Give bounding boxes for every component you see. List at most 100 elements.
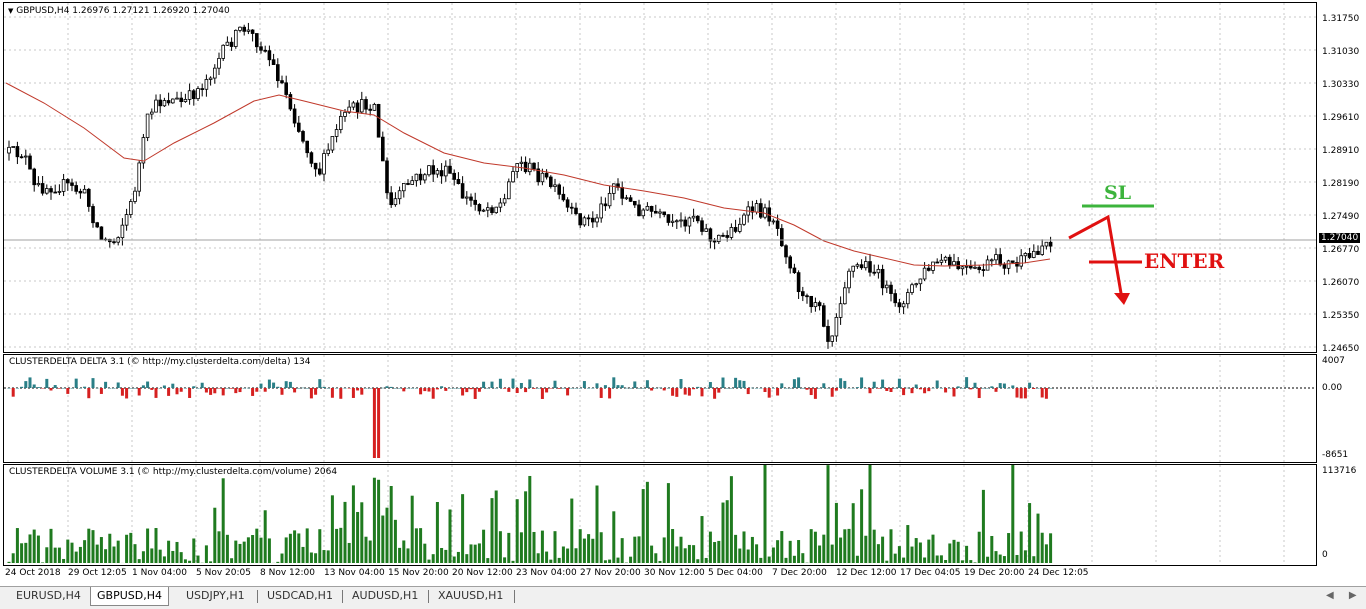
volume-bar bbox=[692, 545, 695, 563]
volume-bar bbox=[638, 536, 641, 563]
candle-body bbox=[339, 116, 342, 129]
delta-bar bbox=[570, 388, 573, 389]
candle-body bbox=[549, 177, 552, 187]
delta-bar bbox=[764, 388, 767, 392]
scroll-right-icon[interactable]: ▶ bbox=[1349, 590, 1357, 601]
volume-bar bbox=[701, 516, 704, 563]
volume-bar bbox=[159, 550, 162, 563]
delta-bar bbox=[894, 388, 897, 389]
tab-usdcad[interactable]: USDCAD,H1 bbox=[261, 587, 339, 605]
volume-bar bbox=[268, 538, 271, 563]
volume-bar bbox=[344, 502, 347, 563]
delta-bar bbox=[92, 378, 95, 388]
volume-bar bbox=[436, 502, 439, 563]
tab-usdjpy[interactable]: USDJPY,H1 bbox=[180, 587, 251, 605]
delta-bar bbox=[310, 388, 313, 398]
delta-bar bbox=[87, 388, 90, 398]
price-pane[interactable]: ▼ GBPUSD,H4 1.26976 1.27121 1.26920 1.27… bbox=[3, 2, 1317, 353]
candle-body bbox=[990, 260, 993, 261]
volume-bar bbox=[831, 545, 834, 563]
volume-bar bbox=[915, 538, 918, 563]
delta-bar bbox=[843, 381, 846, 388]
volume-bar bbox=[218, 531, 221, 563]
volume-bar bbox=[20, 543, 23, 563]
delta-pane[interactable]: CLUSTERDELTA DELTA 3.1 (© http://my.clus… bbox=[3, 354, 1317, 463]
scroll-left-icon[interactable]: ◀ bbox=[1326, 590, 1334, 601]
volume-bar bbox=[629, 557, 632, 563]
candle-body bbox=[650, 206, 653, 211]
candle-body bbox=[495, 207, 498, 212]
volume-bar bbox=[755, 544, 758, 563]
candle-body bbox=[969, 266, 972, 268]
volume-bar bbox=[667, 483, 670, 563]
candle-body bbox=[323, 154, 326, 175]
delta-bar bbox=[37, 387, 40, 388]
tab-audusd[interactable]: AUDUSD,H1 bbox=[346, 587, 424, 605]
volume-bar bbox=[323, 550, 326, 563]
volume-bar bbox=[491, 498, 494, 563]
candle-body bbox=[96, 223, 99, 227]
volume-bar bbox=[680, 537, 683, 563]
volume-bar bbox=[482, 530, 485, 563]
candle-body bbox=[810, 296, 813, 306]
volume-bar bbox=[499, 531, 502, 563]
delta-bar bbox=[541, 388, 544, 399]
candle-body bbox=[520, 162, 523, 163]
volume-bar bbox=[171, 551, 174, 563]
delta-bar bbox=[331, 388, 334, 398]
volume-bar bbox=[381, 516, 384, 563]
candle-body bbox=[726, 235, 729, 237]
delta-tick: 4007 bbox=[1322, 356, 1345, 366]
delta-bar bbox=[852, 388, 855, 389]
volume-bar bbox=[134, 544, 137, 563]
volume-bar bbox=[411, 496, 414, 563]
volume-bar bbox=[516, 499, 519, 563]
time-tick: 12 Dec 12:00 bbox=[836, 568, 897, 578]
delta-bar bbox=[142, 385, 145, 388]
volume-bar bbox=[297, 533, 300, 563]
candle-body bbox=[226, 42, 229, 45]
candle-body bbox=[894, 294, 897, 303]
volume-bar bbox=[83, 540, 86, 563]
volume-pane[interactable]: CLUSTERDELTA VOLUME 3.1 (© http://my.clu… bbox=[3, 464, 1317, 566]
tab-eurusd[interactable]: EURUSD,H4 bbox=[10, 587, 87, 605]
candle-body bbox=[621, 187, 624, 198]
delta-bar bbox=[869, 388, 872, 393]
delta-bar bbox=[369, 388, 372, 389]
volume-bar bbox=[646, 482, 649, 563]
delta-bar bbox=[877, 388, 880, 389]
delta-bar bbox=[297, 388, 300, 389]
volume-bar bbox=[995, 551, 998, 563]
volume-bar bbox=[722, 503, 725, 563]
tab-separator bbox=[257, 590, 258, 603]
triangle-down-icon[interactable]: ▼ bbox=[8, 7, 13, 15]
volume-bar bbox=[251, 535, 254, 563]
volume-bar bbox=[839, 538, 842, 563]
tab-gbpusd[interactable]: GBPUSD,H4 bbox=[90, 587, 169, 606]
delta-chart bbox=[4, 355, 1316, 462]
tab-separator bbox=[514, 590, 515, 603]
delta-bar bbox=[268, 380, 271, 388]
candle-body bbox=[856, 265, 859, 267]
delta-bar bbox=[125, 388, 128, 398]
candle-body bbox=[570, 207, 573, 208]
delta-bar bbox=[801, 388, 804, 389]
candle-body bbox=[222, 45, 225, 58]
delta-bar bbox=[155, 388, 158, 398]
candle-body bbox=[596, 218, 599, 222]
candle-body bbox=[604, 204, 607, 206]
candle-body bbox=[167, 101, 170, 103]
volume-bar bbox=[457, 552, 460, 563]
delta-bar bbox=[453, 388, 456, 389]
delta-bar bbox=[898, 379, 901, 388]
volume-bar bbox=[953, 540, 956, 563]
candle-body bbox=[213, 68, 216, 78]
volume-bar bbox=[604, 560, 607, 563]
delta-bar bbox=[948, 388, 951, 389]
volume-bar bbox=[453, 557, 456, 563]
volume-bar bbox=[188, 561, 191, 563]
tab-xauusd[interactable]: XAUUSD,H1 bbox=[432, 587, 509, 605]
delta-bar bbox=[755, 388, 758, 389]
delta-bar bbox=[398, 388, 401, 389]
delta-bar bbox=[79, 388, 82, 389]
